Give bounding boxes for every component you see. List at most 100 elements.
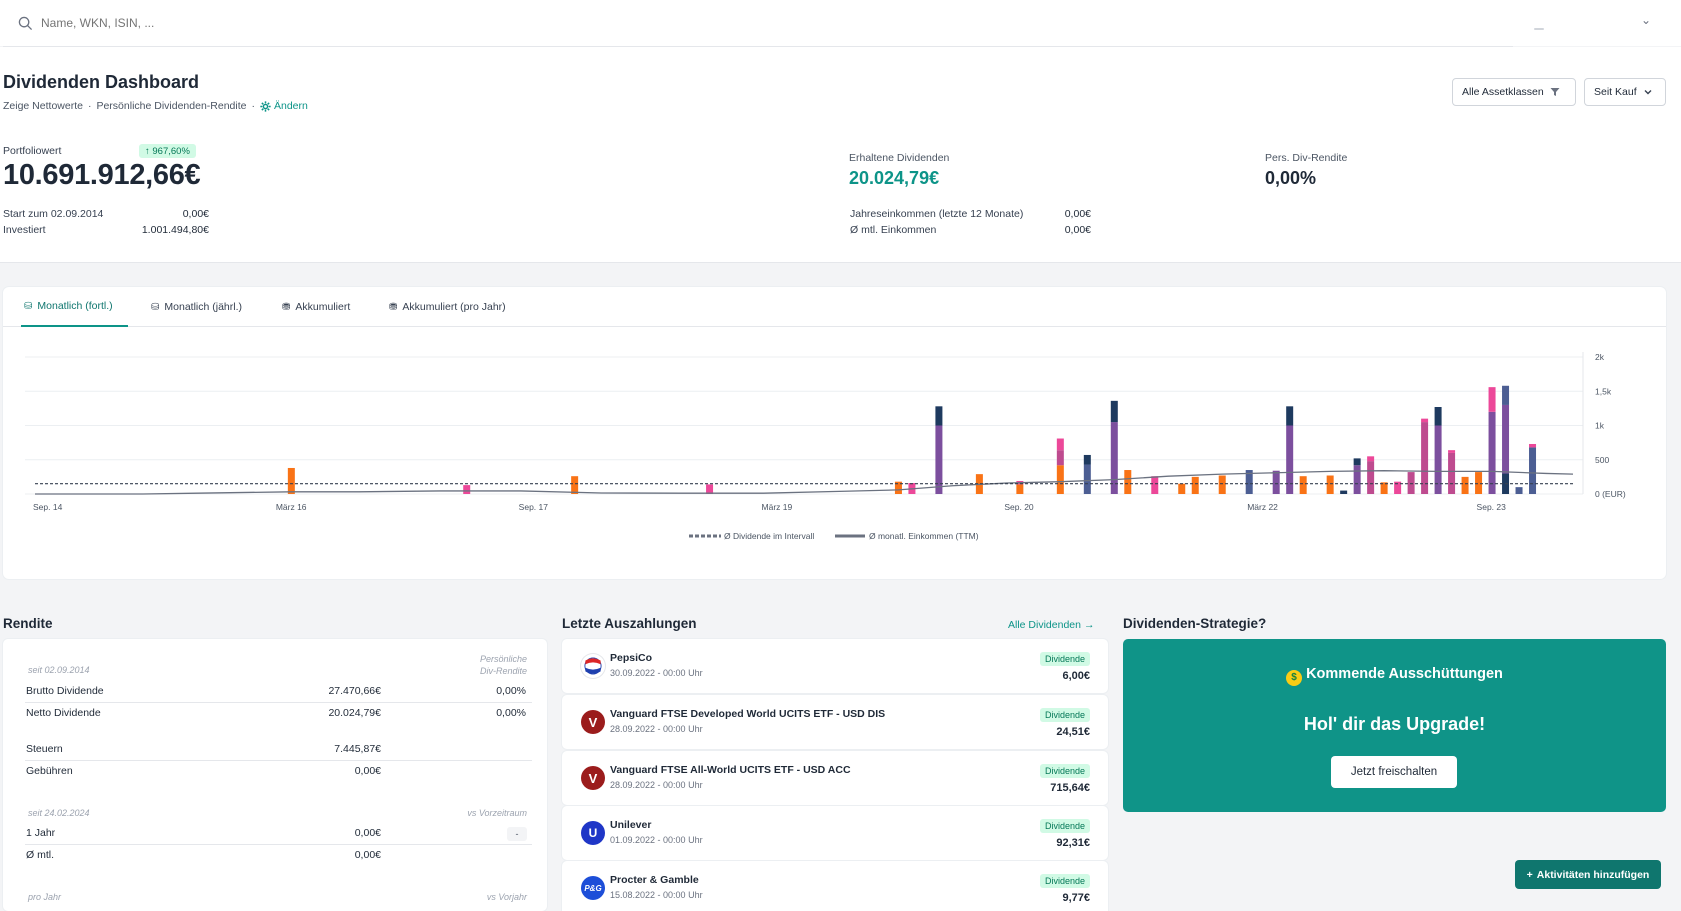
arrow-right-icon: → [1083,619,1095,631]
vs-prev-year-label: vs Vorjahr [486,892,527,902]
y-tick-label: 1,5k [1595,386,1612,396]
chart-bar [1367,461,1375,494]
payout-row[interactable]: V Vanguard FTSE All-World UCITS ETF - US… [562,751,1108,805]
payout-row[interactable]: U Unilever 01.09.2022 - 00:00 Uhr Divide… [562,806,1108,860]
netto-label: Netto Dividende [26,707,101,719]
chart-bar [1380,482,1388,494]
since-label: seit 02.09.2014 [28,665,90,675]
tab-label: Monatlich (jährl.) [164,301,242,313]
fees-row: Gebühren 0,00€ [26,765,533,777]
asset-class-filter[interactable]: Alle Assetklassen [1452,78,1576,106]
one-year-value: 0,00€ [354,827,381,839]
chart-bar [1286,425,1294,494]
tab-monthly-continuous[interactable]: ⛁ Monatlich (fortl.) [21,287,128,327]
change-settings-link[interactable]: Ändern [260,100,308,112]
search-bar[interactable] [18,12,1508,34]
stack-icon: ⛃ [282,301,291,313]
ttm-income-line [35,470,1574,495]
chart-bar [1529,447,1537,494]
chart-bar [1110,400,1118,423]
chart-bar [1016,484,1024,494]
chart-bar [1353,458,1361,466]
invested-value: 1.001.494,80€ [141,224,209,236]
payout-amount: 9,77€ [1062,892,1090,904]
subtitle-line: Zeige Nettowerte · Persönliche Dividende… [3,100,308,112]
one-year-row: 1 Jahr 0,00€ [26,827,533,839]
chart-bar [1083,464,1091,494]
payout-date: 28.09.2022 - 00:00 Uhr [610,724,703,734]
tab-accumulated-per-year[interactable]: ⛃ Akkumuliert (pro Jahr) [389,287,506,327]
chart-bar [1056,450,1064,466]
change-link-label: Ändern [273,100,308,112]
tax-value: 7.445,87€ [334,743,381,755]
filter-icon [1550,88,1560,96]
netto-pct: 0,00% [496,707,526,719]
chart-bar [463,485,471,494]
chevron-down-icon [1644,90,1652,95]
chart-bar [1488,387,1496,412]
annual-income-value: 0,00€ [1064,208,1091,220]
brutto-row: Brutto Dividende 27.470,66€ 0,00% [26,685,533,697]
chevron-down-icon[interactable]: ⌄ [1641,13,1652,27]
chart-bar [1367,456,1375,462]
add-activities-button[interactable]: + Aktivitäten hinzufügen [1515,860,1661,889]
tab-accumulated[interactable]: ⛃ Akkumuliert [282,287,350,327]
coins-icon: ⛁ [151,301,160,313]
top-bar: ⌄ [0,0,1681,46]
search-icon [18,16,33,30]
chart-bar [1245,470,1253,494]
payout-amount: 6,00€ [1062,670,1090,682]
pepsi-logo-icon [581,654,605,678]
fees-value: 0,00€ [354,765,381,777]
strategy-title: Dividenden-Strategie? [1123,616,1267,631]
payouts-title: Letzte Auszahlungen [562,616,697,631]
chart-bar [1340,490,1348,494]
portfolio-growth-badge: ↑ 967,60% [139,144,196,158]
payout-date: 28.09.2022 - 00:00 Uhr [610,780,703,790]
dividend-chart: 2k 1,5k 1k 500 0 (EUR) Sep. 14 März 16 Sep. 17 M… [25,352,1626,541]
chart-bar [1515,487,1523,494]
chart-bar [1110,422,1118,494]
gear-icon [260,100,271,112]
divider [25,844,532,845]
tab-label: Akkumuliert (pro Jahr) [402,301,506,313]
user-menu-avatar[interactable] [1534,28,1544,30]
upcoming-payouts-label: Kommende Ausschüttungen [1306,666,1503,682]
since2-label: seit 24.02.2024 [28,808,90,818]
brutto-label: Brutto Dividende [26,685,104,697]
payout-type-badge: Dividende [1039,874,1090,888]
invested-label: Investiert [3,224,46,236]
payout-row[interactable]: PepsiCo 30.09.2022 - 00:00 Uhr Dividende… [562,639,1108,693]
brutto-value: 27.470,66€ [328,685,381,697]
personal-yield-label: Pers. Div-Rendite [1265,152,1348,164]
chart-bar [1434,407,1442,426]
chart-bar [1448,450,1456,453]
search-input[interactable] [41,16,641,30]
payout-row[interactable]: P&G Procter & Gamble 15.08.2022 - 00:00 … [562,861,1108,911]
monthly-avg-row: Ø mtl. 0,00€ [26,849,533,861]
unlock-button[interactable]: Jetzt freischalten [1331,756,1457,788]
monthly-avg-value: 0,00€ [354,849,381,861]
dashboard-header: Dividenden Dashboard Zeige Nettowerte · … [0,47,1681,263]
payout-type-badge: Dividende [1039,652,1090,666]
all-dividends-link[interactable]: Alle Dividenden → [1008,619,1094,631]
coins-icon: ⛁ [24,300,33,312]
tab-label: Akkumuliert [295,301,351,313]
netto-row: Netto Dividende 20.024,79€ 0,00% [26,707,533,719]
chart-bar [1434,425,1442,494]
payout-row[interactable]: V Vanguard FTSE Developed World UCITS ET… [562,695,1108,749]
period-label: Seit Kauf [1594,86,1637,98]
separator: · [251,100,255,112]
period-select[interactable]: Seit Kauf [1584,78,1666,106]
rendite-card: seit 02.09.2014 Persönliche Div-Rendite … [3,639,547,911]
chart-bar [1502,385,1510,405]
tax-label: Steuern [26,743,63,755]
chart-tabs: ⛁ Monatlich (fortl.) ⛁ Monatlich (jährl.… [3,287,1666,327]
money-face-icon: $ [1286,670,1303,686]
fees-label: Gebühren [26,765,73,777]
y-tick-label: 1k [1595,421,1605,431]
tab-monthly-yearly[interactable]: ⛁ Monatlich (jährl.) [151,287,242,327]
x-tick-label: Sep. 17 [519,502,549,512]
vanguard-logo-icon: V [581,766,605,790]
upcoming-payouts-heading: $ Kommende Ausschüttungen [1123,666,1666,686]
